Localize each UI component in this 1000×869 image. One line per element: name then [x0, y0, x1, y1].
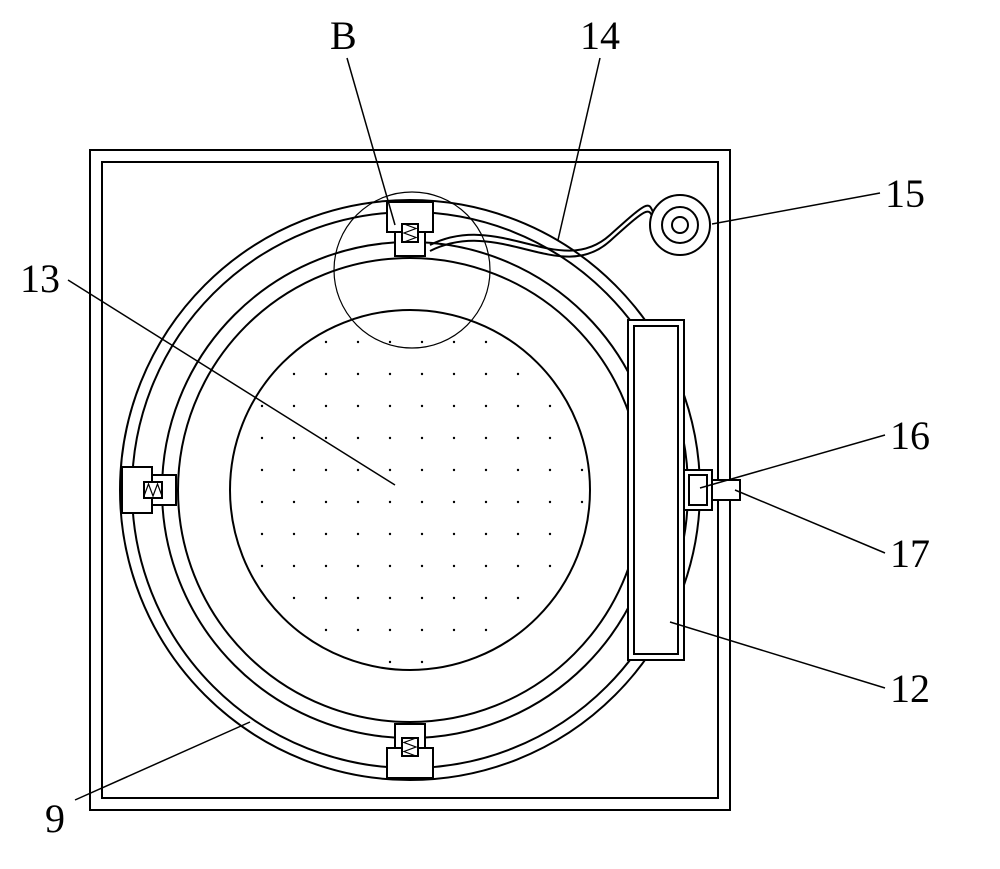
label-14: 14 — [580, 12, 620, 59]
diagram-stage: B 14 15 13 16 17 12 9 — [0, 0, 1000, 869]
label-9: 9 — [45, 795, 65, 842]
label-17: 17 — [890, 530, 930, 577]
label-B: B — [330, 12, 357, 59]
label-16: 16 — [890, 412, 930, 459]
label-13: 13 — [20, 255, 60, 302]
diagram-svg — [0, 0, 1000, 869]
label-12: 12 — [890, 665, 930, 712]
label-15: 15 — [885, 170, 925, 217]
